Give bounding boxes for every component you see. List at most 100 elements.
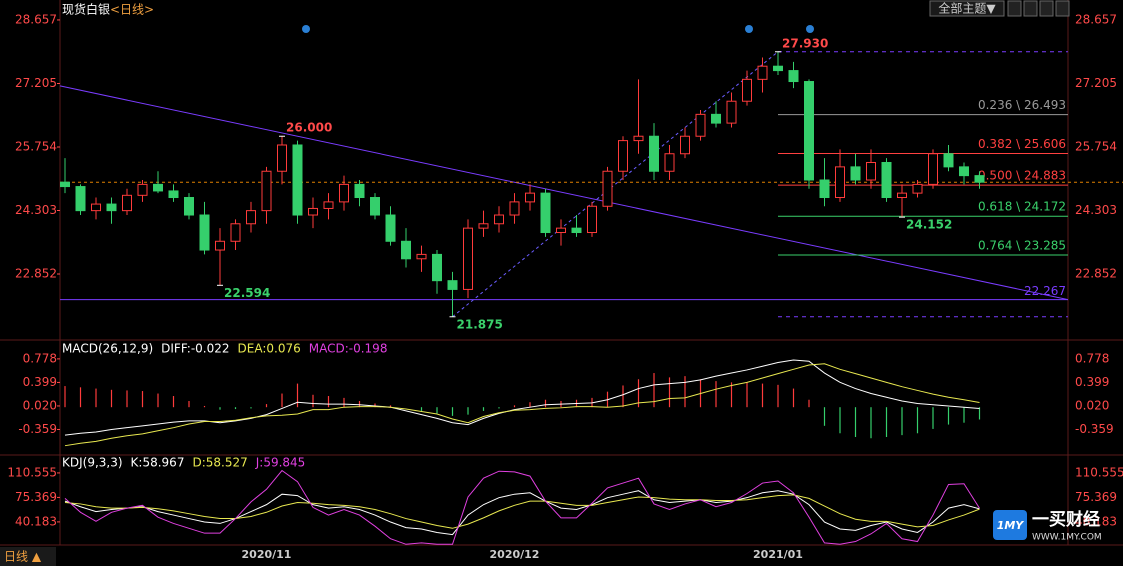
- indicator-line: [64, 359, 980, 436]
- y-tick-label: 25.754: [1075, 140, 1117, 154]
- candle-body: [432, 253, 442, 282]
- fib-label: 0.618 \ 24.172: [978, 200, 1066, 214]
- tool-button[interactable]: [1039, 0, 1054, 17]
- candle-body: [897, 192, 907, 199]
- candle-body: [943, 153, 954, 168]
- candle-body: [587, 205, 597, 234]
- candle-body: [711, 113, 721, 124]
- candle-body: [602, 170, 613, 207]
- candle-body: [773, 65, 783, 72]
- candle-body: [168, 190, 179, 199]
- candle-body: [881, 161, 892, 199]
- tool-buttons: [1007, 0, 1070, 17]
- candle-body: [106, 203, 117, 212]
- candle-body: [525, 192, 535, 203]
- indicator-legend: K:58.967: [131, 456, 185, 470]
- candle-body: [540, 192, 551, 234]
- candle-body: [804, 81, 814, 181]
- y-tick-label: 110.555: [1075, 465, 1123, 479]
- event-marker: [745, 25, 753, 33]
- candle-body: [571, 227, 582, 234]
- fib-label: 0.382 \ 25.606: [978, 137, 1066, 151]
- candle-body: [246, 210, 256, 225]
- tool-button[interactable]: [1007, 0, 1022, 17]
- candle-body: [788, 70, 799, 83]
- candle-body: [277, 144, 287, 172]
- annotation-label: 22.594: [224, 286, 270, 300]
- instrument-title: 现货白银: [62, 2, 110, 17]
- y-tick-label: 0.399: [23, 375, 57, 389]
- period-label: <日线>: [110, 3, 154, 17]
- event-marker: [806, 25, 814, 33]
- candle-body: [726, 100, 737, 124]
- indicator-title: KDJ(9,3,3): [62, 456, 123, 470]
- y-tick-label: 24.303: [1075, 203, 1117, 217]
- trend-line: [59, 85, 1069, 301]
- candle-body: [850, 166, 861, 181]
- candle-body: [912, 183, 923, 194]
- candle-body: [60, 181, 70, 188]
- annotation-label: 21.875: [457, 317, 503, 331]
- candle-body: [308, 207, 318, 216]
- y-tick-label: 25.754: [15, 140, 57, 154]
- tool-button[interactable]: [1023, 0, 1038, 17]
- indicator-legend: DEA:0.076: [238, 342, 301, 356]
- indicator-line: [64, 469, 980, 545]
- tool-button[interactable]: [1055, 0, 1070, 17]
- candle-body: [556, 227, 566, 234]
- theme-button-label[interactable]: 全部主题▼: [938, 1, 996, 16]
- candle-body: [835, 166, 845, 199]
- candle-body: [91, 203, 101, 212]
- y-tick-label: 27.205: [1075, 76, 1117, 90]
- y-tick-label: 75.369: [1075, 490, 1117, 504]
- indicator-title: MACD(26,12,9): [62, 342, 153, 356]
- candle-body: [494, 214, 504, 225]
- y-tick-label: 0.020: [1075, 398, 1109, 412]
- candle-body: [199, 214, 210, 251]
- y-tick-label: 24.303: [15, 203, 57, 217]
- candle-body: [122, 194, 132, 212]
- candle-body: [649, 135, 659, 172]
- y-tick-label: 28.657: [15, 12, 57, 26]
- y-tick-label: 40.183: [15, 514, 57, 528]
- candle-body: [866, 161, 876, 181]
- candle-body: [742, 78, 752, 102]
- indicator-legend: MACD:-0.198: [309, 342, 388, 356]
- candle-body: [664, 153, 675, 172]
- candle-body: [618, 140, 628, 172]
- indicator-legend: D:58.527: [192, 456, 247, 470]
- logo-badge-text: 1MY: [997, 519, 1025, 532]
- candle-body: [354, 183, 365, 199]
- candle-body: [463, 227, 473, 290]
- fib-label: 0.500 \ 24.883: [978, 169, 1066, 183]
- candle-body: [974, 175, 985, 183]
- y-tick-label: 40.183: [1075, 514, 1117, 528]
- logo-name: 一买财经: [1032, 509, 1100, 530]
- indicator-line: [64, 494, 980, 529]
- logo-badge: [993, 510, 1027, 540]
- y-tick-label: 22.852: [1075, 267, 1117, 281]
- theme-button[interactable]: [929, 0, 1005, 17]
- indicator-legend: J:59.845: [255, 456, 306, 470]
- indicator-line: [64, 363, 980, 447]
- annotation-label: 27.930: [782, 36, 828, 50]
- candle-body: [184, 197, 194, 216]
- logo-url: WWW.1MY.COM: [1032, 533, 1102, 543]
- candle-body: [153, 183, 163, 192]
- fib-label: 0.764 \ 23.285: [978, 239, 1066, 253]
- y-tick-label: 0.399: [1075, 375, 1109, 389]
- candle-body: [633, 135, 644, 142]
- candle-body: [416, 253, 427, 260]
- candle-body: [959, 166, 969, 177]
- period-button-label[interactable]: 日线 ▲: [4, 550, 42, 564]
- y-tick-label: 75.369: [15, 490, 57, 504]
- fib-swing: [452, 51, 779, 318]
- candle-body: [680, 135, 690, 155]
- y-tick-label: 22.852: [15, 267, 57, 281]
- y-tick-label: 0.778: [23, 351, 57, 365]
- support-label: 22.267: [1024, 284, 1066, 298]
- candle-body: [385, 214, 396, 242]
- candle-body: [695, 113, 706, 137]
- period-button[interactable]: [0, 547, 56, 566]
